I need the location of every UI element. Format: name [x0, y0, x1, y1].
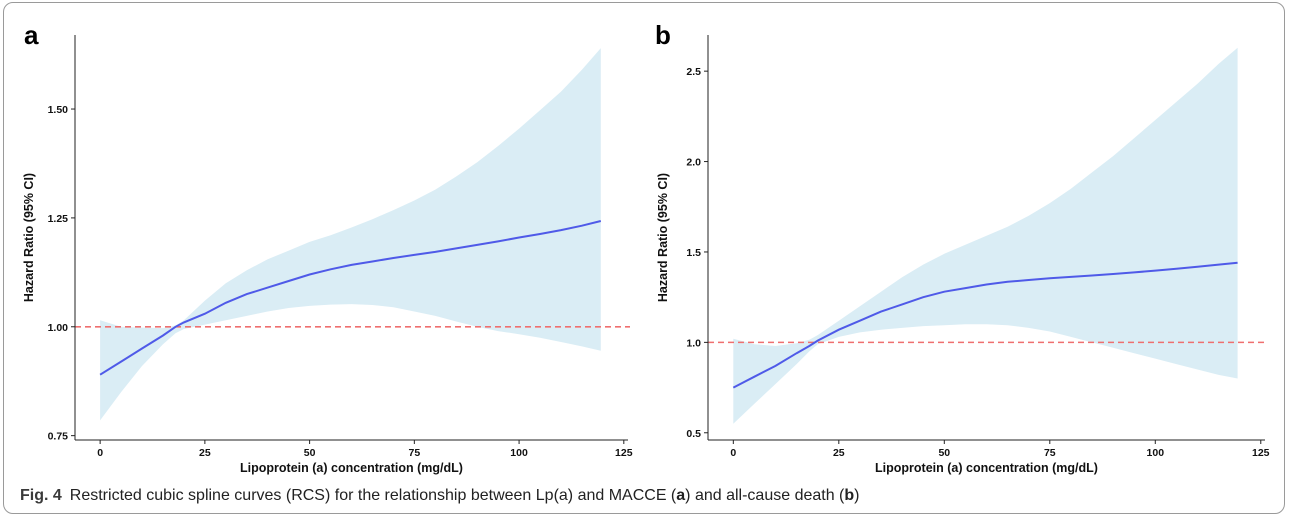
panel-a: a 0 25 50 75 100 125 0.75 1.00 1.25 1.50 Lipoprote…	[22, 20, 633, 475]
panel-a-y-tick-label: 0.75	[48, 431, 69, 443]
figure-caption: Fig. 4 Restricted cubic spline curves (RC…	[20, 487, 859, 505]
panel-b-x-tick-label: 50	[938, 447, 950, 459]
panel-a-x-axis-title: Lipoprotein (a) concentration (mg/dL)	[240, 461, 463, 475]
panel-a-y-tick-label: 1.00	[48, 322, 69, 334]
panel-b-y-tick-label: 0.5	[686, 428, 701, 440]
panel-b-x-tick-label: 25	[833, 447, 845, 459]
panel-a-x-tick-label: 50	[304, 447, 316, 459]
caption-text-2: ) and all-cause death (	[685, 487, 845, 504]
caption-text-1: Restricted cubic spline curves (RCS) for…	[69, 487, 677, 504]
panel-b: b 0 25 50 75 100 125 0.5 1.0 1.5 2.0 2.5 Lipoprotei…	[655, 20, 1270, 475]
panel-b-x-tick-label: 75	[1044, 447, 1056, 459]
panel-a-x-tick-label: 25	[199, 447, 211, 459]
panel-b-y-tick-label: 2.5	[686, 66, 701, 78]
panel-a-y-axis-title: Hazard Ratio (95% CI)	[22, 173, 36, 302]
panel-b-x-tick-label: 100	[1147, 447, 1165, 459]
panel-b-ci-band	[733, 47, 1238, 424]
panel-a-y-tick-label: 1.50	[48, 104, 69, 116]
panel-a-hr-curve	[99, 220, 602, 376]
panel-a-ci-band	[100, 48, 601, 421]
panel-a-letter: a	[24, 20, 39, 50]
panel-a-x-tick-label: 100	[510, 447, 528, 459]
panel-a-y-tick-label: 1.25	[48, 213, 69, 225]
panel-b-y-tick-label: 1.0	[686, 337, 701, 349]
panel-a-x-tick-label: 75	[408, 447, 420, 459]
panel-b-y-tick-label: 1.5	[686, 247, 701, 259]
panel-b-letter: b	[655, 20, 671, 50]
panel-b-hr-curve	[732, 261, 1238, 389]
panel-a-x-tick-label: 0	[97, 447, 103, 459]
caption-label: Fig. 4	[20, 487, 62, 504]
panel-b-y-tick-label: 2.0	[686, 157, 701, 169]
panel-b-y-axis-title: Hazard Ratio (95% CI)	[656, 173, 670, 302]
panel-a-x-tick-label: 125	[615, 447, 633, 459]
caption-ref-a: a	[676, 487, 686, 504]
panel-b-x-tick-label: 125	[1252, 447, 1270, 459]
panel-b-x-axis-title: Lipoprotein (a) concentration (mg/dL)	[875, 461, 1098, 475]
panel-b-x-tick-label: 0	[730, 447, 736, 459]
caption-text-3: )	[854, 487, 860, 504]
caption-ref-b: b	[844, 487, 855, 504]
